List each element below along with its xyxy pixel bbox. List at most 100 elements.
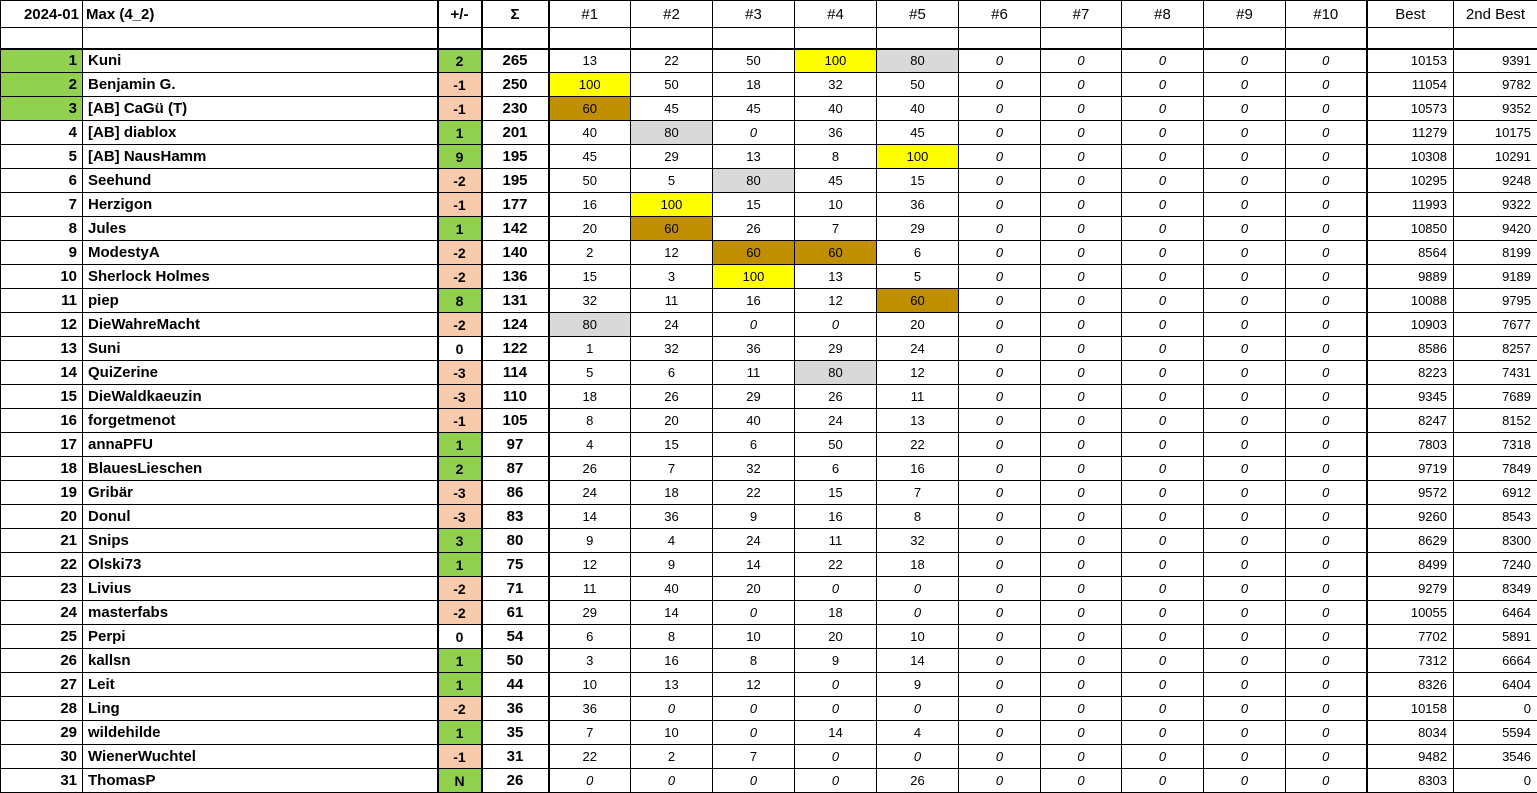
score-cell-round-6[interactable]: 0: [959, 601, 1041, 625]
best-cell[interactable]: 10573: [1367, 97, 1454, 121]
player-name-cell[interactable]: Suni: [83, 337, 438, 361]
score-cell-round-4[interactable]: 45: [795, 169, 877, 193]
score-cell-round-5[interactable]: 0: [877, 745, 959, 769]
second-best-cell[interactable]: 6664: [1454, 649, 1537, 673]
score-cell-round-4[interactable]: 16: [795, 505, 877, 529]
score-cell-round-8[interactable]: 0: [1122, 673, 1204, 697]
total-cell[interactable]: 195: [482, 145, 549, 169]
best-cell[interactable]: 11993: [1367, 193, 1454, 217]
rank-cell[interactable]: 13: [1, 337, 83, 361]
score-cell-round-10[interactable]: 0: [1286, 241, 1367, 265]
score-cell-round-9[interactable]: 0: [1204, 169, 1286, 193]
score-cell-round-4[interactable]: 32: [795, 73, 877, 97]
player-name-cell[interactable]: Perpi: [83, 625, 438, 649]
empty-cell[interactable]: [1367, 28, 1454, 49]
score-cell-round-10[interactable]: 0: [1286, 433, 1367, 457]
total-cell[interactable]: 26: [482, 769, 549, 793]
best-cell[interactable]: 9345: [1367, 385, 1454, 409]
total-cell[interactable]: 136: [482, 265, 549, 289]
score-cell-round-10[interactable]: 0: [1286, 337, 1367, 361]
score-cell-round-1[interactable]: 15: [549, 265, 631, 289]
score-cell-round-8[interactable]: 0: [1122, 193, 1204, 217]
score-cell-round-10[interactable]: 0: [1286, 385, 1367, 409]
score-cell-round-9[interactable]: 0: [1204, 313, 1286, 337]
player-name-cell[interactable]: kallsn: [83, 649, 438, 673]
player-name-cell[interactable]: [AB] diablox: [83, 121, 438, 145]
second-best-cell[interactable]: 5594: [1454, 721, 1537, 745]
second-best-cell[interactable]: 9795: [1454, 289, 1537, 313]
second-best-cell[interactable]: 10175: [1454, 121, 1537, 145]
best-cell[interactable]: 7702: [1367, 625, 1454, 649]
score-cell-round-3[interactable]: 11: [713, 361, 795, 385]
rank-cell[interactable]: 7: [1, 193, 83, 217]
second-best-cell[interactable]: 0: [1454, 697, 1537, 721]
score-cell-round-2[interactable]: 13: [631, 673, 713, 697]
score-cell-round-3[interactable]: 12: [713, 673, 795, 697]
score-cell-round-9[interactable]: 0: [1204, 97, 1286, 121]
score-cell-round-10[interactable]: 0: [1286, 529, 1367, 553]
score-cell-round-4[interactable]: 8: [795, 145, 877, 169]
score-cell-round-6[interactable]: 0: [959, 385, 1041, 409]
player-name-cell[interactable]: piep: [83, 289, 438, 313]
score-cell-round-2[interactable]: 40: [631, 577, 713, 601]
score-cell-round-3[interactable]: 29: [713, 385, 795, 409]
score-cell-round-5[interactable]: 6: [877, 241, 959, 265]
score-cell-round-7[interactable]: 0: [1041, 145, 1122, 169]
change-cell[interactable]: 1: [438, 649, 482, 673]
total-cell[interactable]: 230: [482, 97, 549, 121]
score-cell-round-7[interactable]: 0: [1041, 553, 1122, 577]
score-cell-round-1[interactable]: 40: [549, 121, 631, 145]
score-cell-round-1[interactable]: 26: [549, 457, 631, 481]
best-cell[interactable]: 8326: [1367, 673, 1454, 697]
best-cell[interactable]: 10308: [1367, 145, 1454, 169]
empty-cell[interactable]: [1, 28, 83, 49]
score-cell-round-6[interactable]: 0: [959, 73, 1041, 97]
score-cell-round-9[interactable]: 0: [1204, 601, 1286, 625]
score-cell-round-1[interactable]: 80: [549, 313, 631, 337]
score-cell-round-9[interactable]: 0: [1204, 289, 1286, 313]
total-cell[interactable]: 35: [482, 721, 549, 745]
score-cell-round-1[interactable]: 24: [549, 481, 631, 505]
empty-cell[interactable]: [631, 28, 713, 49]
round-1-header-cell[interactable]: #1: [549, 1, 631, 28]
score-cell-round-7[interactable]: 0: [1041, 769, 1122, 793]
score-cell-round-3[interactable]: 10: [713, 625, 795, 649]
score-cell-round-10[interactable]: 0: [1286, 289, 1367, 313]
rank-cell[interactable]: 31: [1, 769, 83, 793]
best-cell[interactable]: 8247: [1367, 409, 1454, 433]
total-cell[interactable]: 75: [482, 553, 549, 577]
change-cell[interactable]: 2: [438, 457, 482, 481]
score-cell-round-1[interactable]: 12: [549, 553, 631, 577]
best-cell[interactable]: 10088: [1367, 289, 1454, 313]
score-cell-round-2[interactable]: 45: [631, 97, 713, 121]
player-name-cell[interactable]: forgetmenot: [83, 409, 438, 433]
best-cell[interactable]: 10850: [1367, 217, 1454, 241]
score-cell-round-3[interactable]: 0: [713, 121, 795, 145]
score-cell-round-2[interactable]: 26: [631, 385, 713, 409]
score-cell-round-4[interactable]: 29: [795, 337, 877, 361]
score-cell-round-3[interactable]: 14: [713, 553, 795, 577]
best-cell[interactable]: 10055: [1367, 601, 1454, 625]
score-cell-round-1[interactable]: 20: [549, 217, 631, 241]
score-cell-round-7[interactable]: 0: [1041, 97, 1122, 121]
player-name-cell[interactable]: Leit: [83, 673, 438, 697]
best-cell[interactable]: 9260: [1367, 505, 1454, 529]
score-cell-round-8[interactable]: 0: [1122, 697, 1204, 721]
score-cell-round-10[interactable]: 0: [1286, 49, 1367, 73]
score-cell-round-6[interactable]: 0: [959, 49, 1041, 73]
score-cell-round-4[interactable]: 0: [795, 577, 877, 601]
score-cell-round-9[interactable]: 0: [1204, 241, 1286, 265]
second-best-cell[interactable]: 6464: [1454, 601, 1537, 625]
empty-cell[interactable]: [438, 28, 482, 49]
rank-cell[interactable]: 18: [1, 457, 83, 481]
score-cell-round-8[interactable]: 0: [1122, 265, 1204, 289]
score-cell-round-3[interactable]: 100: [713, 265, 795, 289]
score-cell-round-9[interactable]: 0: [1204, 721, 1286, 745]
score-cell-round-10[interactable]: 0: [1286, 121, 1367, 145]
score-cell-round-3[interactable]: 0: [713, 313, 795, 337]
score-cell-round-10[interactable]: 0: [1286, 649, 1367, 673]
total-cell[interactable]: 250: [482, 73, 549, 97]
second-best-header-cell[interactable]: 2nd Best: [1454, 1, 1537, 28]
rank-cell[interactable]: 24: [1, 601, 83, 625]
score-cell-round-7[interactable]: 0: [1041, 361, 1122, 385]
